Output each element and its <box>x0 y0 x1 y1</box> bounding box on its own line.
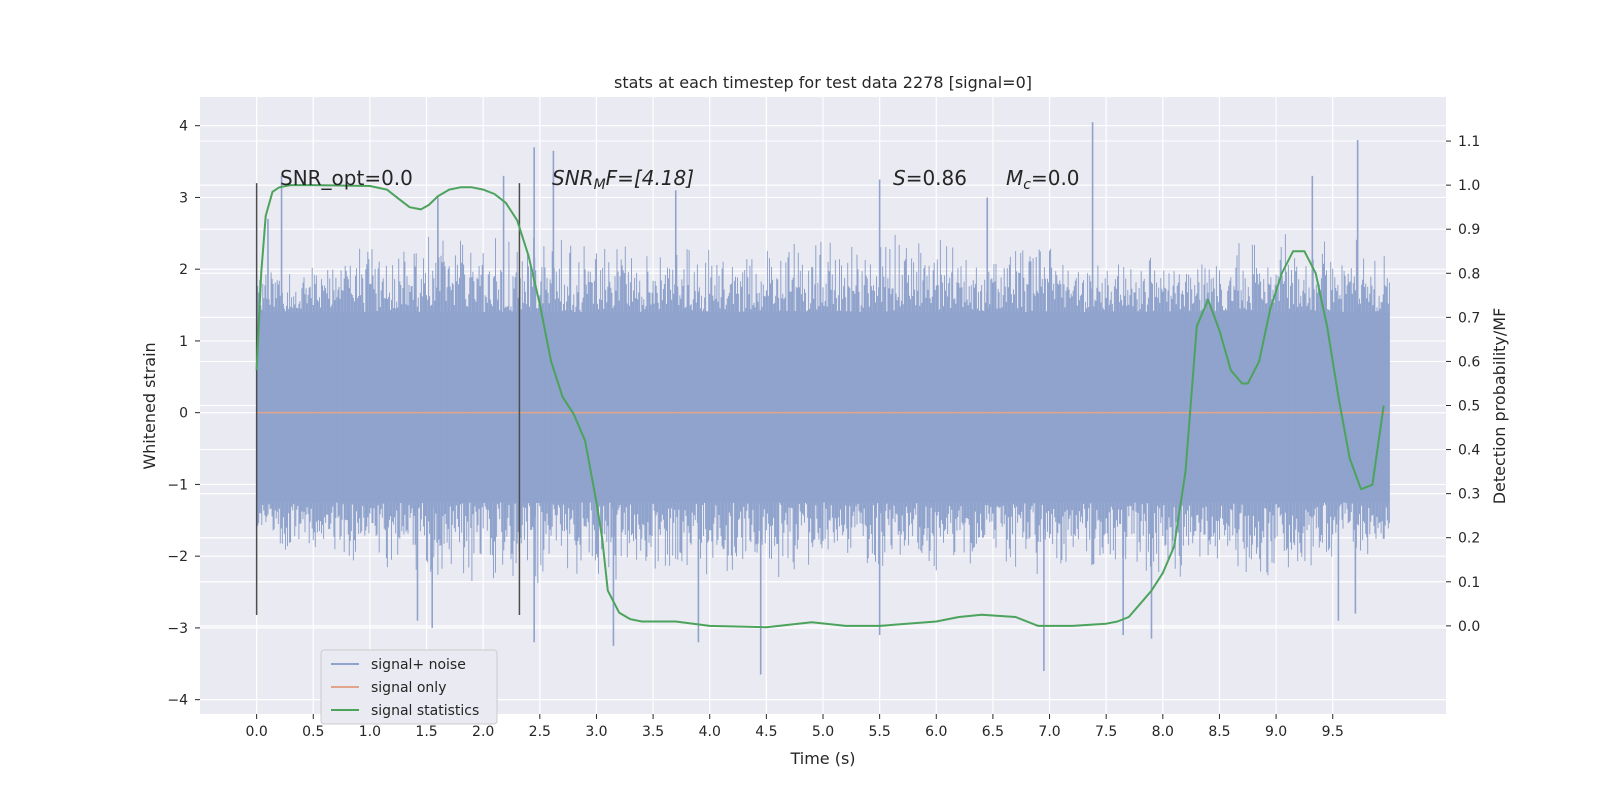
x-tick-label: 1.5 <box>415 724 437 740</box>
x-tick-label: 6.0 <box>925 724 947 740</box>
y-tick-label: 2 <box>179 262 188 278</box>
x-tick-label: 4.5 <box>755 724 777 740</box>
y-right-tick-label: 0.6 <box>1458 354 1480 370</box>
x-tick-label: 9.0 <box>1265 724 1287 740</box>
y-right-tick-label: 1.0 <box>1458 178 1480 194</box>
y-right-tick-label: 0.3 <box>1458 487 1480 503</box>
annotation-mc-symbol: M <box>1006 166 1023 190</box>
annotation-snr-opt: SNR_opt=0.0 <box>280 166 413 190</box>
legend-box <box>320 649 498 725</box>
x-tick-label: 1.0 <box>359 724 381 740</box>
y-tick-label: 0 <box>179 406 188 422</box>
series-signal-statistics <box>255 184 1385 629</box>
annotation-s-value: =0.86 <box>906 166 967 190</box>
y-right-tick-label: 0.1 <box>1458 575 1480 591</box>
x-tick-label: 9.5 <box>1322 724 1344 740</box>
x-tick-label: 3.0 <box>585 724 607 740</box>
y-tick-label: 3 <box>179 190 188 206</box>
x-tick-label: 4.0 <box>699 724 721 740</box>
y-tick-label: −1 <box>167 477 188 493</box>
y-axis-label: Whitened strain <box>140 342 159 469</box>
annotation-snr-mf: SNRMF=[4.18] <box>552 166 694 193</box>
vertical-markers <box>255 183 521 615</box>
x-tick-label: 2.0 <box>472 724 494 740</box>
y-right-tick-label: 0.5 <box>1458 399 1480 415</box>
y-axis-right-ticks: 1.1 1.0 0.9 0.8 0.7 0.6 0.5 0.4 0.3 0.2 0.1 0.0 <box>1446 134 1480 635</box>
y-axis-ticks: 4 3 2 1 0 −1 −2 −3 −4 <box>167 119 200 709</box>
y-right-tick-label: 0.4 <box>1458 443 1480 459</box>
x-tick-label: 5.0 <box>812 724 834 740</box>
x-tick-label: 0.0 <box>246 724 268 740</box>
x-tick-label: 3.5 <box>642 724 664 740</box>
annotation-snr-mf-subscript: M <box>594 177 606 193</box>
y-tick-label: −4 <box>167 693 188 709</box>
series-signal-plus-noise <box>256 122 1390 675</box>
y-tick-label: −3 <box>167 621 188 637</box>
legend-label-signal-plus-noise: signal+ noise <box>371 657 466 673</box>
legend-label-signal-only: signal only <box>371 680 446 696</box>
signal-statistics-line <box>255 184 1385 629</box>
x-tick-label: 8.0 <box>1152 724 1174 740</box>
x-tick-label: 7.0 <box>1038 724 1060 740</box>
y-right-tick-label: 0.0 <box>1458 619 1480 635</box>
y-right-tick-label: 0.2 <box>1458 531 1480 547</box>
annotation-s: S=0.86 <box>893 166 967 190</box>
x-tick-label: 2.5 <box>529 724 551 740</box>
annotation-snr-mf-f: F=[4.18] <box>606 166 694 190</box>
annotation-mc-value: =0.0 <box>1031 166 1080 190</box>
x-axis-label: Time (s) <box>789 749 855 768</box>
annotation-s-symbol: S <box>893 166 906 190</box>
x-axis-ticks: 0.0 0.5 1.0 1.5 2.0 2.5 3.0 3.5 4.0 4.5 5.0 5.5 6.0 6… <box>246 714 1344 740</box>
chart-title: stats at each timestep for test data 227… <box>614 73 1032 92</box>
x-tick-label: 5.5 <box>869 724 891 740</box>
x-tick-label: 7.5 <box>1095 724 1117 740</box>
y-right-tick-label: 0.7 <box>1458 310 1480 326</box>
y-axis-right-label: Detection probability/MF <box>1490 308 1509 505</box>
y-right-tick-label: 0.8 <box>1458 266 1480 282</box>
y-right-tick-label: 1.1 <box>1458 134 1480 150</box>
x-tick-label: 8.5 <box>1208 724 1230 740</box>
legend: signal+ noise signal only signal statist… <box>320 649 498 725</box>
annotation-mc-subscript: c <box>1023 177 1031 193</box>
legend-label-signal-statistics: signal statistics <box>371 703 479 719</box>
x-tick-label: 6.5 <box>982 724 1004 740</box>
y-tick-label: −2 <box>167 549 188 565</box>
annotation-mc: Mc=0.0 <box>1006 166 1080 193</box>
y-right-tick-label: 0.9 <box>1458 222 1480 238</box>
x-tick-label: 0.5 <box>302 724 324 740</box>
y-tick-label: 1 <box>179 334 188 350</box>
annotation-snr-mf-symbol: SNR <box>552 166 594 190</box>
y-tick-label: 4 <box>179 119 188 135</box>
